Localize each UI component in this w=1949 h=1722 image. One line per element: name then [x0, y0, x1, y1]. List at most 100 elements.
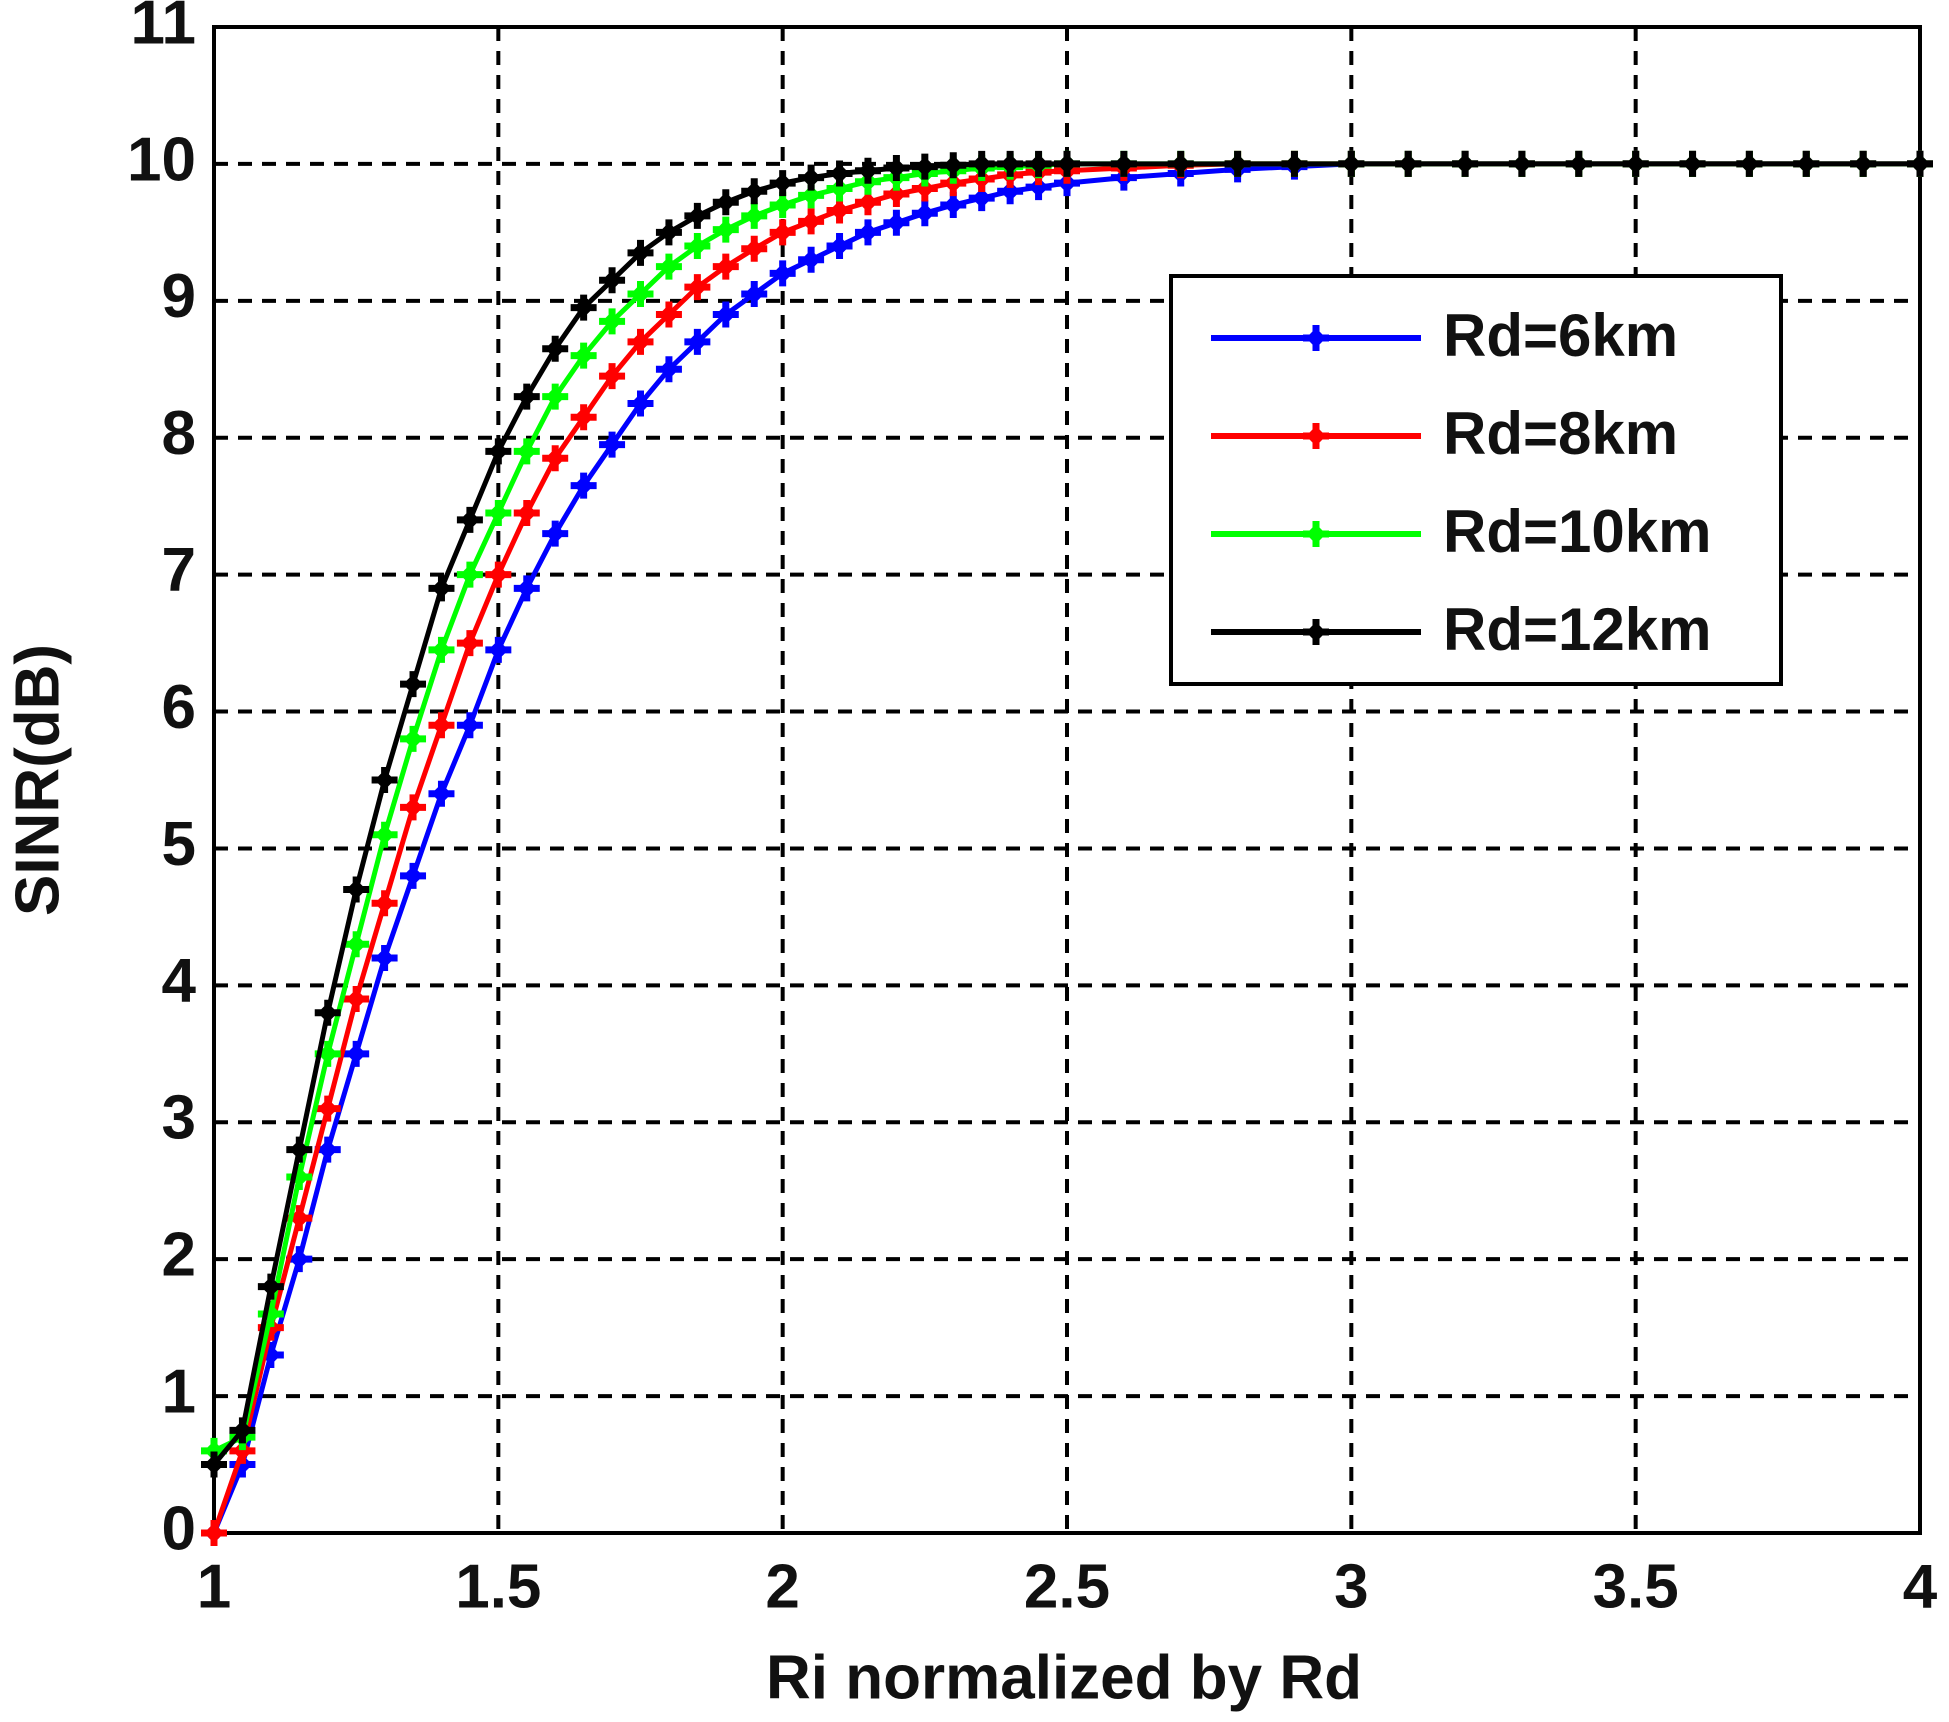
marker [400, 862, 427, 889]
marker [655, 356, 682, 383]
marker [1452, 150, 1479, 177]
marker [257, 1300, 284, 1327]
legend-label: Rd=10km [1443, 498, 1711, 565]
x-tick-label: 3.5 [1593, 1552, 1679, 1621]
marker [513, 383, 540, 410]
marker [911, 200, 938, 227]
marker [655, 301, 682, 328]
marker [769, 260, 796, 287]
x-tick-label: 1.5 [455, 1552, 541, 1621]
marker [883, 181, 910, 208]
x-tick-label: 2 [765, 1552, 799, 1621]
marker [655, 219, 682, 246]
marker [428, 636, 455, 663]
marker [655, 253, 682, 280]
legend-marker [1303, 423, 1329, 449]
marker [997, 150, 1024, 177]
marker [570, 404, 597, 431]
marker [371, 890, 398, 917]
marker [1565, 150, 1592, 177]
marker [1338, 150, 1365, 177]
marker [201, 1437, 227, 1464]
marker [798, 246, 825, 273]
legend-label: Rd=8km [1443, 400, 1678, 467]
marker [883, 155, 910, 182]
marker [428, 780, 455, 807]
marker [314, 1040, 341, 1067]
marker [485, 438, 512, 465]
marker [485, 500, 512, 527]
marker [712, 216, 739, 243]
marker [769, 170, 796, 197]
marker [826, 197, 853, 224]
marker [371, 767, 398, 793]
y-tick-label: 8 [162, 399, 196, 468]
marker [400, 725, 427, 752]
series-line [212, 161, 1920, 1467]
marker [229, 1437, 256, 1464]
marker [201, 1451, 227, 1478]
x-axis-label: Ri normalized by Rd [766, 1643, 1362, 1712]
marker [286, 1246, 313, 1273]
marker [513, 500, 540, 527]
marker [286, 1164, 313, 1191]
marker [854, 219, 881, 246]
marker [485, 636, 512, 663]
y-tick-label: 3 [162, 1084, 196, 1153]
legend-label: Rd=12km [1443, 596, 1711, 663]
x-tick-label: 4 [1903, 1552, 1938, 1621]
marker [314, 999, 341, 1026]
marker [684, 274, 711, 301]
marker [428, 712, 455, 739]
y-tick-label: 2 [162, 1221, 196, 1290]
marker [599, 308, 626, 335]
marker [1025, 174, 1052, 201]
marker [684, 233, 711, 260]
marker [826, 233, 853, 260]
x-tick-label: 3 [1334, 1552, 1368, 1621]
marker [343, 1040, 370, 1067]
marker [343, 986, 370, 1013]
marker [712, 253, 739, 280]
marker [968, 150, 995, 177]
marker [1679, 150, 1706, 177]
x-tick-label: 2.5 [1024, 1552, 1110, 1621]
marker [911, 153, 938, 180]
marker [257, 1273, 284, 1300]
marker [940, 152, 967, 179]
y-tick-label: 11 [130, 0, 196, 57]
y-tick-label: 4 [162, 947, 197, 1016]
marker [741, 202, 768, 229]
marker [257, 1314, 284, 1341]
marker [1622, 150, 1649, 177]
marker [229, 1451, 256, 1478]
marker [741, 280, 768, 307]
marker [371, 944, 398, 971]
y-tick-label: 7 [162, 536, 196, 605]
marker [1850, 150, 1877, 177]
marker [684, 328, 711, 355]
marker [542, 520, 569, 547]
marker [456, 561, 483, 588]
marker [400, 794, 427, 821]
marker [314, 1136, 341, 1163]
marker [343, 876, 370, 903]
marker [1793, 150, 1820, 177]
marker [570, 472, 597, 499]
marker [826, 175, 853, 202]
marker [854, 189, 881, 216]
marker [456, 506, 483, 533]
marker [456, 630, 483, 657]
marker [286, 1205, 313, 1232]
marker [1736, 150, 1763, 177]
marker [314, 1095, 341, 1122]
y-tick-label: 9 [162, 262, 196, 331]
marker [1167, 150, 1194, 177]
marker [627, 390, 654, 417]
y-tick-label: 0 [162, 1494, 196, 1563]
marker [798, 164, 825, 191]
marker [570, 294, 597, 321]
marker [599, 363, 626, 390]
y-tick-label: 10 [127, 125, 196, 194]
